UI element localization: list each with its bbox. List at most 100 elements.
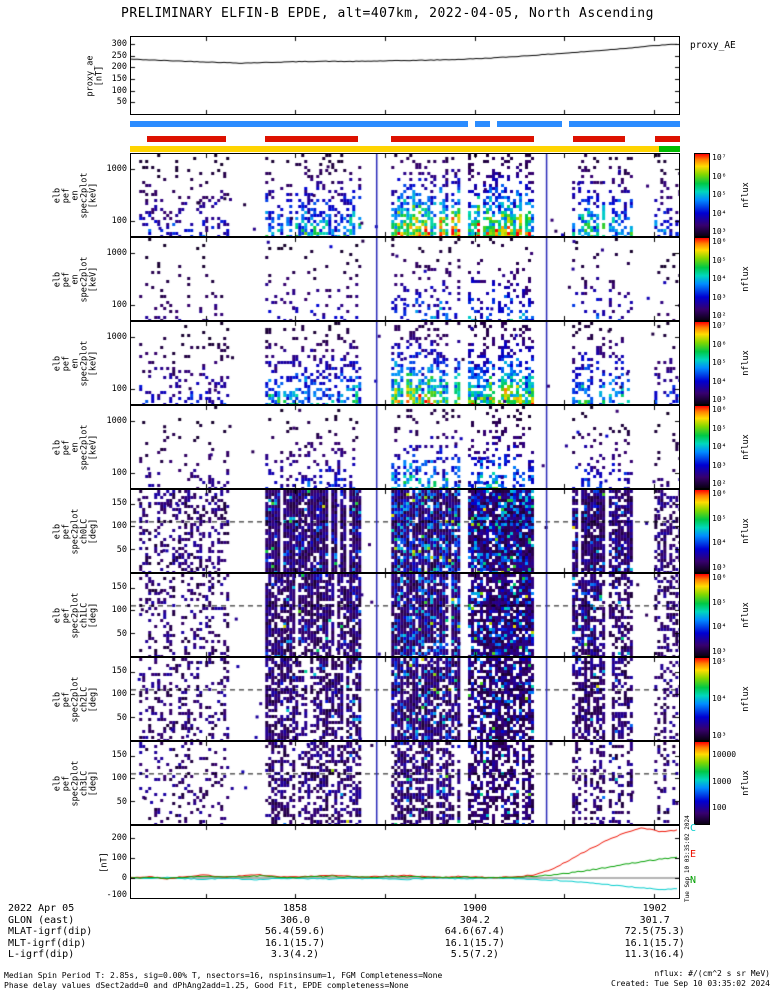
x-tick-label: 1858 [282, 903, 308, 914]
panel-ylabel-6-text: elb pef spec2plot ch2LC [deg] [52, 675, 99, 723]
colorbar-tick-label: 10⁴ [712, 274, 727, 283]
y-tick-label: 50 [116, 796, 127, 807]
panel-ylabel-4-text: elb pef spec2plot ch0LC [deg] [52, 507, 99, 555]
y-tick-label: 1000 [106, 331, 127, 342]
y-tick-label: 150 [111, 750, 127, 761]
panel-ylabel-2: elb pef en spec2plot [keV] [52, 321, 100, 405]
colorbar-tick-label: 10⁴ [712, 538, 727, 548]
spectrogram-canvas-3 [131, 406, 679, 488]
spectrogram-canvas-2 [131, 322, 679, 404]
panel-ylabel-6: elb pef spec2plot ch2LC [deg] [52, 657, 100, 741]
y-tick-label: 100 [111, 384, 127, 395]
mag-y-tick-label: -100 [106, 890, 127, 900]
red-status-bar [391, 136, 535, 142]
mag-ylabel-text: [nT] [99, 851, 110, 873]
y-tick-label: 100 [111, 773, 127, 784]
panel-ylabel-0-text: elb pef en spec2plot [keV] [52, 171, 99, 219]
ephemeris-value: 64.6(67.4) [444, 926, 505, 937]
colorbar-0 [694, 153, 710, 237]
ephemeris-value: 5.5(7.2) [450, 949, 499, 960]
y-tick-label: 50 [116, 712, 127, 723]
panel-ylabel-5-text: elb pef spec2plot ch1LC [deg] [52, 591, 99, 639]
red-status-bar [264, 136, 359, 142]
colorbar-title-4: nflux [739, 489, 753, 573]
colorbar-tick-label: 100 [712, 803, 727, 813]
ephemeris-value: 306.0 [279, 914, 311, 926]
colorbar-tick-label: 10⁴ [712, 376, 727, 386]
ephemeris-value: 16.1(15.7) [264, 937, 326, 949]
proxy-y-tick-label: 300 [111, 39, 127, 49]
proxy-y-tick-label: 150 [111, 74, 127, 84]
proxy-ae-ylabel: proxy_ae [nT] [80, 36, 110, 115]
green-status-bar [659, 146, 680, 152]
colorbar-tick-label: 10⁵ [712, 190, 727, 199]
colorbar-tick-label: 10⁶ [712, 489, 727, 498]
colorbar-title-text: nflux [741, 686, 751, 712]
ephemeris-value: 304.2 [459, 914, 490, 926]
ephemeris-value: 3.3(4.2) [270, 949, 320, 960]
ephemeris-row-label: L-igrf(dip) [8, 949, 75, 960]
colorbar-title-text: nflux [741, 182, 751, 208]
blue-status-bar [568, 121, 680, 127]
red-status-bar [146, 136, 227, 142]
ephemeris-value: 72.5(75.3) [624, 926, 685, 937]
colorbar-title-text: nflux [741, 350, 751, 376]
spectrogram-canvas-6 [131, 658, 679, 740]
y-tick-label: 100 [111, 468, 127, 479]
y-tick-label: 150 [111, 666, 127, 677]
panel-ylabel-5: elb pef spec2plot ch1LC [deg] [52, 573, 100, 657]
mag-y-tick-label: 0 [121, 873, 127, 883]
colorbar-3 [694, 405, 710, 489]
mag-y-tick-label: 200 [111, 833, 127, 843]
blue-status-bar [497, 121, 563, 127]
y-tick-label: 100 [111, 216, 127, 227]
panel-ylabel-3-text: elb pef en spec2plot [keV] [52, 423, 99, 471]
y-tick-label: 150 [111, 582, 127, 593]
footer-phase-delay: Phase delay values dSect2add=0 and dPhAn… [4, 981, 409, 990]
blue-status-bar [130, 121, 469, 127]
colorbar-tick-label: 10⁵ [712, 513, 727, 523]
colorbar-tick-label: 10⁷ [712, 153, 727, 162]
footer-spin-period: Median Spin Period T: 2.85s, sig=0.00% T… [4, 971, 443, 980]
mag-field-line-canvas [131, 826, 679, 898]
y-tick-label: 1000 [106, 247, 127, 258]
y-tick-label: 150 [111, 498, 127, 509]
footer-created: Created: Tue Sep 10 03:35:02 2024 [611, 979, 770, 988]
ephemeris-value: 16.1(15.7) [624, 937, 685, 949]
proxy-y-tick-label: 200 [111, 62, 127, 73]
panel-ylabel-1-text: elb pef en spec2plot [keV] [52, 255, 99, 303]
y-tick-label: 50 [116, 628, 127, 639]
colorbar-tick-label: 10000 [712, 749, 737, 759]
colorbar-tick-label: 10³ [712, 292, 727, 302]
colorbar-title-text: nflux [741, 770, 751, 796]
panel-ylabel-1: elb pef en spec2plot [keV] [52, 237, 100, 321]
panel-ylabel-2-text: elb pef en spec2plot [keV] [52, 339, 99, 387]
spectrogram-canvas-0 [131, 154, 679, 236]
colorbar-tick-label: 10⁶ [712, 171, 727, 181]
panel-ylabel-7: elb pef spec2plot ch3LC [deg] [52, 741, 100, 825]
colorbar-tick-label: 10³ [712, 647, 727, 656]
colorbar-4 [694, 489, 710, 573]
colorbar-title-2: nflux [739, 321, 753, 405]
mag-ylabel: [nT] [90, 825, 120, 899]
colorbar-title-text: nflux [741, 602, 751, 628]
proxy-ae-ylabel-text: proxy_ae [nT] [85, 55, 105, 96]
colorbar-title-text: nflux [741, 518, 751, 544]
colorbar-tick-label: 10⁶ [712, 573, 727, 582]
legend-C: C [690, 823, 697, 834]
spectrogram-canvas-1 [131, 238, 679, 320]
colorbar-tick-label: 10⁵ [712, 358, 727, 367]
y-tick-label: 100 [111, 300, 127, 311]
colorbar-tick-label: 10⁵ [712, 597, 727, 607]
y-tick-label: 100 [111, 521, 127, 532]
colorbar-tick-label: 1000 [712, 776, 732, 786]
ephemeris-value: 11.3(16.4) [624, 949, 685, 960]
proxy-y-tick-label: 250 [111, 50, 127, 61]
proxy-y-tick-label: 100 [111, 85, 127, 96]
colorbar-tick-label: 10³ [712, 227, 727, 236]
legend-E: E [690, 849, 697, 860]
colorbar-tick-label: 10⁴ [712, 694, 727, 703]
colorbar-tick-label: 10³ [712, 731, 727, 740]
